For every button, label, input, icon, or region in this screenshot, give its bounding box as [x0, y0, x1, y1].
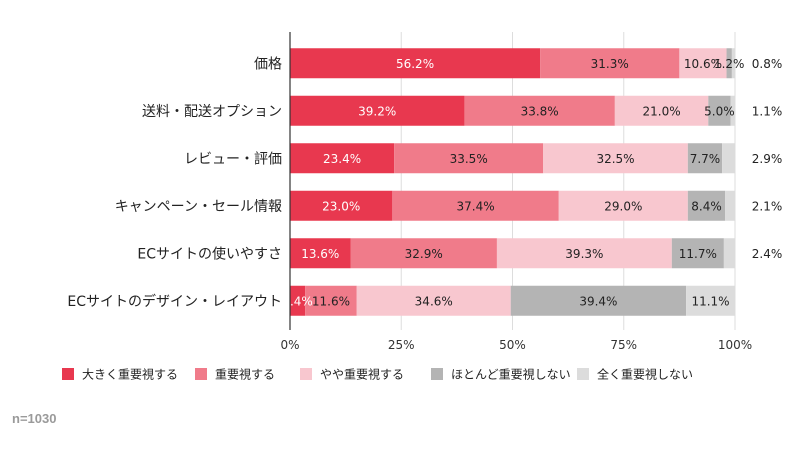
- category-label: ECサイトのデザイン・レイアウト: [67, 293, 282, 310]
- data-label: 32.9%: [405, 247, 443, 261]
- data-label: 0.8%: [752, 57, 783, 71]
- bar-segment: [725, 190, 735, 221]
- legend-swatch: [431, 368, 443, 380]
- data-label: 13.6%: [301, 247, 339, 261]
- bar-segment: [686, 285, 735, 316]
- data-label: 39.4%: [579, 294, 617, 308]
- data-label: 34.6%: [415, 294, 453, 308]
- data-label: 7.7%: [690, 152, 721, 166]
- legend-label: 大きく重要視する: [82, 367, 178, 382]
- bar-segment: [671, 238, 724, 269]
- data-label: 29.0%: [604, 199, 642, 213]
- category-label: 価格: [254, 56, 282, 72]
- data-label: 10.6%: [684, 57, 722, 71]
- bar-segment: [687, 190, 726, 221]
- bar-segment: [540, 48, 680, 79]
- data-label: 33.8%: [521, 104, 559, 118]
- data-label: 23.0%: [322, 199, 360, 213]
- legend-label: 全く重要視しない: [597, 367, 693, 382]
- legend-swatch: [577, 368, 589, 380]
- data-label: 8.4%: [691, 199, 722, 213]
- bar-segment: [305, 285, 357, 316]
- category-label: キャンペーン・セール情報: [115, 199, 282, 215]
- axes: 0% 25% 50% 75% 100% 価格送料・配送オプションレビュー・評価キャンペーン…: [67, 32, 752, 352]
- data-label: 21.0%: [643, 104, 681, 118]
- bar-segment: [510, 285, 687, 316]
- data-label: 39.2%: [358, 104, 396, 118]
- legend-swatch: [62, 368, 74, 380]
- data-label: 2.4%: [752, 247, 783, 261]
- data-label: 11.6%: [312, 294, 350, 308]
- bars: [290, 48, 735, 316]
- data-label: 11.7%: [679, 247, 717, 261]
- bar-segment: [290, 285, 306, 316]
- bar-segment: [290, 143, 395, 174]
- bar-segment: [726, 48, 732, 79]
- x-tick-label: 0%: [280, 338, 299, 352]
- data-label: 5.0%: [704, 104, 735, 118]
- bar-segment: [614, 95, 709, 126]
- legend-label: ほとんど重要視しない: [451, 367, 571, 382]
- data-label: 11.1%: [691, 294, 729, 308]
- bar-segment: [394, 143, 544, 174]
- legend: 大きく重要視する 重要視する やや重要視する ほとんど重要視しない 全く重要視しない: [62, 367, 693, 382]
- legend-swatch: [300, 368, 312, 380]
- data-label: 1.2%: [714, 57, 745, 71]
- data-label: 31.3%: [591, 57, 629, 71]
- x-tick-label: 25%: [388, 338, 415, 352]
- bar-segment: [356, 285, 511, 316]
- legend-swatch: [195, 368, 207, 380]
- bar-segment: [392, 190, 559, 221]
- x-tick-label: 100%: [718, 338, 752, 352]
- gridlines: [400, 32, 736, 330]
- bar-segment: [290, 238, 351, 269]
- bar-segment: [290, 95, 465, 126]
- data-label: 23.4%: [323, 152, 361, 166]
- bar-segment: [687, 143, 723, 174]
- category-label: ECサイトの使いやすさ: [137, 245, 282, 262]
- bar-segment: [679, 48, 727, 79]
- bar-segment: [708, 95, 731, 126]
- data-label: 1.1%: [752, 104, 783, 118]
- data-label: 3.4%: [282, 294, 313, 308]
- data-label: 33.5%: [450, 152, 488, 166]
- bar-segment: [723, 238, 735, 269]
- data-labels: 56.2% 31.3% 10.6%1.2% 0.8% 39.2% 33.8% 21.0% 5.…: [282, 57, 782, 309]
- bar-segment: [731, 48, 735, 79]
- data-label: 37.4%: [457, 199, 495, 213]
- sample-size-note: n=1030: [12, 411, 57, 426]
- bar-segment: [290, 190, 393, 221]
- bar-segment: [730, 95, 735, 126]
- x-tick-label: 75%: [610, 338, 637, 352]
- data-label: 2.9%: [752, 152, 783, 166]
- category-label: レビュー・評価: [184, 151, 282, 167]
- data-label: 2.1%: [752, 199, 783, 213]
- bar-segment: [290, 48, 541, 79]
- bar-segment: [496, 238, 672, 269]
- bar-segment: [543, 143, 688, 174]
- data-label: 32.5%: [596, 152, 634, 166]
- legend-label: 重要視する: [215, 367, 275, 382]
- data-label: 56.2%: [396, 57, 434, 71]
- x-tick-label: 50%: [499, 338, 526, 352]
- data-label: 39.3%: [565, 247, 603, 261]
- bar-segment: [558, 190, 688, 221]
- bar-segment: [350, 238, 497, 269]
- legend-label: やや重要視する: [320, 367, 404, 382]
- bar-segment: [464, 95, 615, 126]
- category-label: 送料・配送オプション: [142, 104, 282, 120]
- bar-segment: [722, 143, 735, 174]
